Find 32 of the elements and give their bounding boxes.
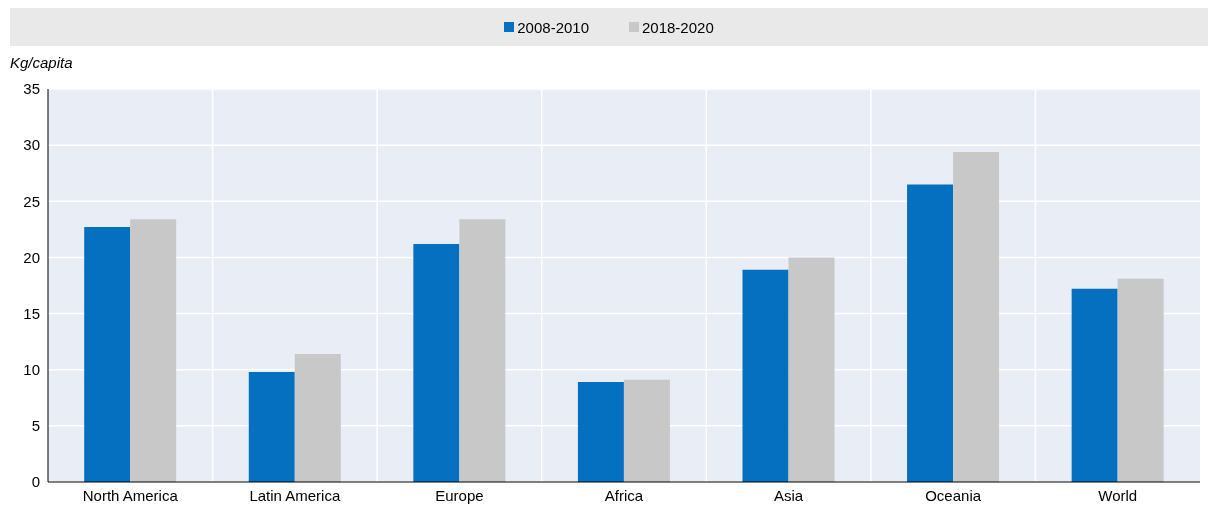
- y-tick-label: 0: [31, 473, 40, 491]
- x-tick-label: Europe: [435, 486, 484, 504]
- bar: [907, 184, 954, 482]
- bar: [130, 219, 177, 482]
- bar: [459, 219, 506, 482]
- y-tick-label: 30: [23, 136, 40, 154]
- bar: [1071, 288, 1118, 482]
- bar: [788, 257, 835, 482]
- x-tick-label: World: [1098, 486, 1138, 504]
- y-tick-label: 35: [23, 80, 40, 98]
- bar: [1117, 278, 1164, 482]
- y-tick-label: 15: [23, 304, 40, 322]
- bar: [248, 371, 295, 482]
- bar: [623, 379, 670, 482]
- bar: [577, 382, 624, 482]
- bar: [294, 353, 341, 482]
- x-tick-label: Latin America: [249, 486, 341, 504]
- x-tick-label: Oceania: [925, 486, 982, 504]
- y-tick-label: 25: [23, 192, 40, 210]
- bar: [413, 243, 460, 482]
- y-tick-label: 20: [23, 248, 40, 266]
- x-tick-label: North America: [82, 486, 179, 504]
- y-axis-title: Kg/capita: [10, 54, 73, 71]
- y-tick-label: 5: [31, 417, 40, 435]
- legend-label: 2018-2020: [641, 18, 714, 36]
- bar: [742, 269, 789, 482]
- x-tick-label: Asia: [773, 486, 804, 504]
- bar: [84, 227, 131, 482]
- x-tick-label: Africa: [604, 486, 644, 504]
- bar: [953, 151, 1000, 482]
- legend-label: 2008-2010: [516, 18, 589, 36]
- y-tick-label: 10: [23, 361, 40, 379]
